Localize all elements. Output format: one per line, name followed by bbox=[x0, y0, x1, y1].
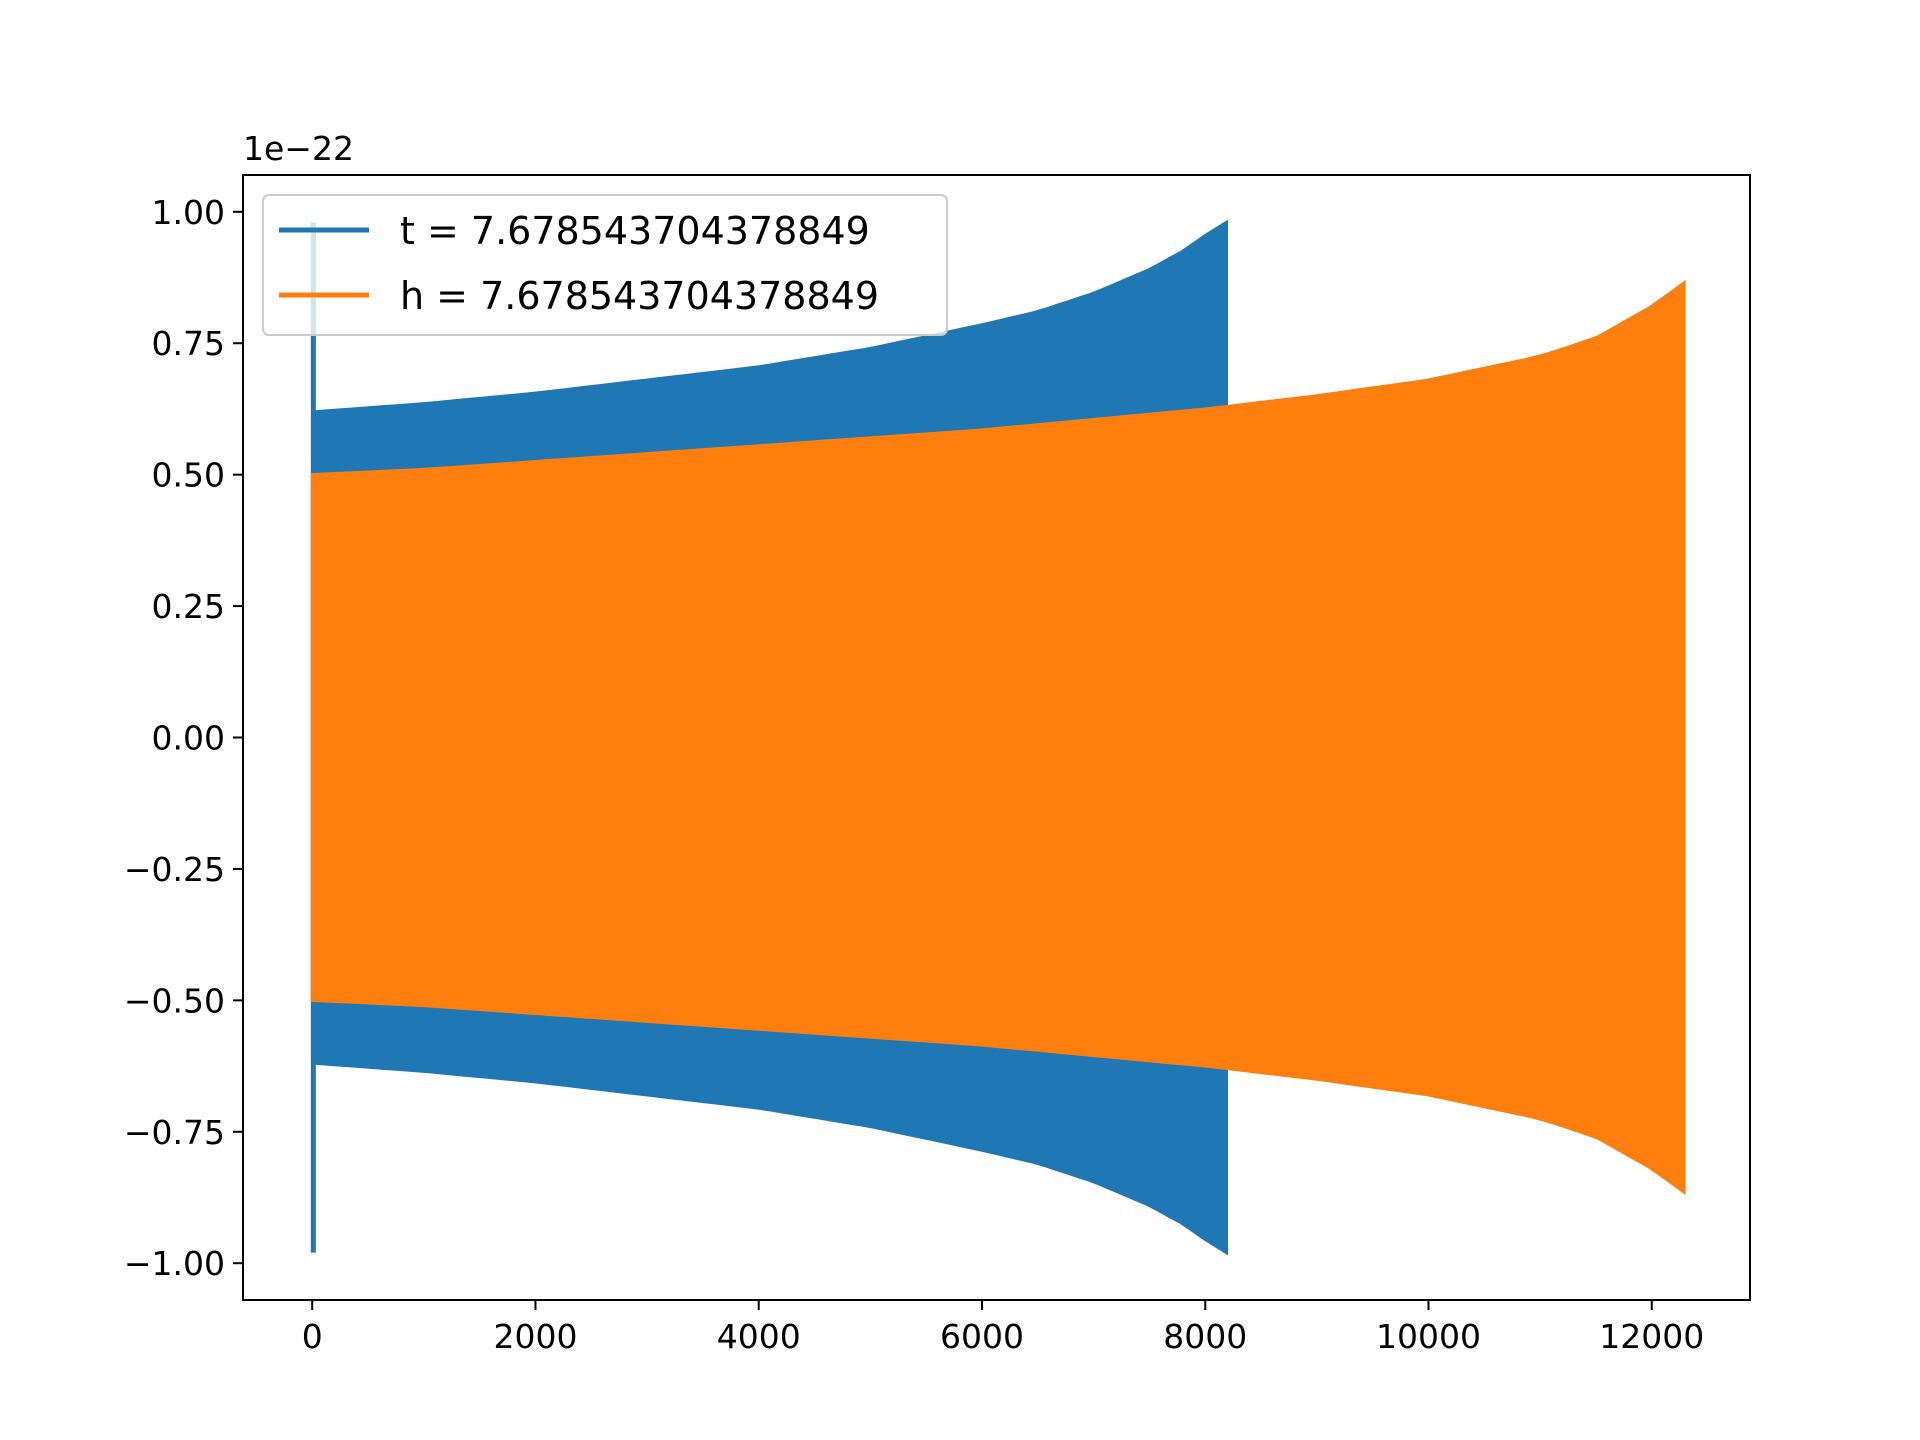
x-tick-label: 4000 bbox=[717, 1317, 801, 1356]
y-offset-label: 1e−22 bbox=[243, 129, 354, 168]
legend-box bbox=[262, 194, 948, 336]
legend-label-t: t = 7.678543704378849 bbox=[400, 209, 870, 253]
y-axis: 1.00 0.75 0.50 0.25 0.00 −0.25 −0.50 −0.75 −1.00 bbox=[124, 193, 243, 1283]
series-h-waveform bbox=[310, 279, 1686, 1196]
y-tick-label: −0.75 bbox=[124, 1113, 225, 1152]
y-tick-label: −1.00 bbox=[124, 1244, 225, 1283]
y-tick-label: −0.50 bbox=[124, 981, 225, 1020]
legend: t = 7.678543704378849 h = 7.678543704378… bbox=[262, 194, 948, 336]
series-layer bbox=[310, 219, 1686, 1256]
y-tick-label: −0.25 bbox=[124, 850, 225, 889]
y-tick-label: 0.25 bbox=[152, 587, 225, 626]
x-tick-label: 10000 bbox=[1376, 1317, 1481, 1356]
y-tick-label: 0.00 bbox=[152, 719, 225, 758]
y-tick-label: 0.75 bbox=[152, 324, 225, 363]
x-axis: 0 2000 4000 6000 8000 10000 12000 bbox=[302, 1300, 1704, 1356]
x-tick-label: 6000 bbox=[940, 1317, 1024, 1356]
y-tick-label: 0.50 bbox=[152, 456, 225, 495]
x-tick-label: 0 bbox=[302, 1317, 323, 1356]
series-h bbox=[310, 279, 1686, 1196]
x-tick-label: 8000 bbox=[1163, 1317, 1247, 1356]
x-tick-label: 12000 bbox=[1599, 1317, 1704, 1356]
y-tick-label: 1.00 bbox=[152, 193, 225, 232]
x-tick-label: 2000 bbox=[493, 1317, 577, 1356]
legend-label-h: h = 7.678543704378849 bbox=[400, 274, 879, 318]
